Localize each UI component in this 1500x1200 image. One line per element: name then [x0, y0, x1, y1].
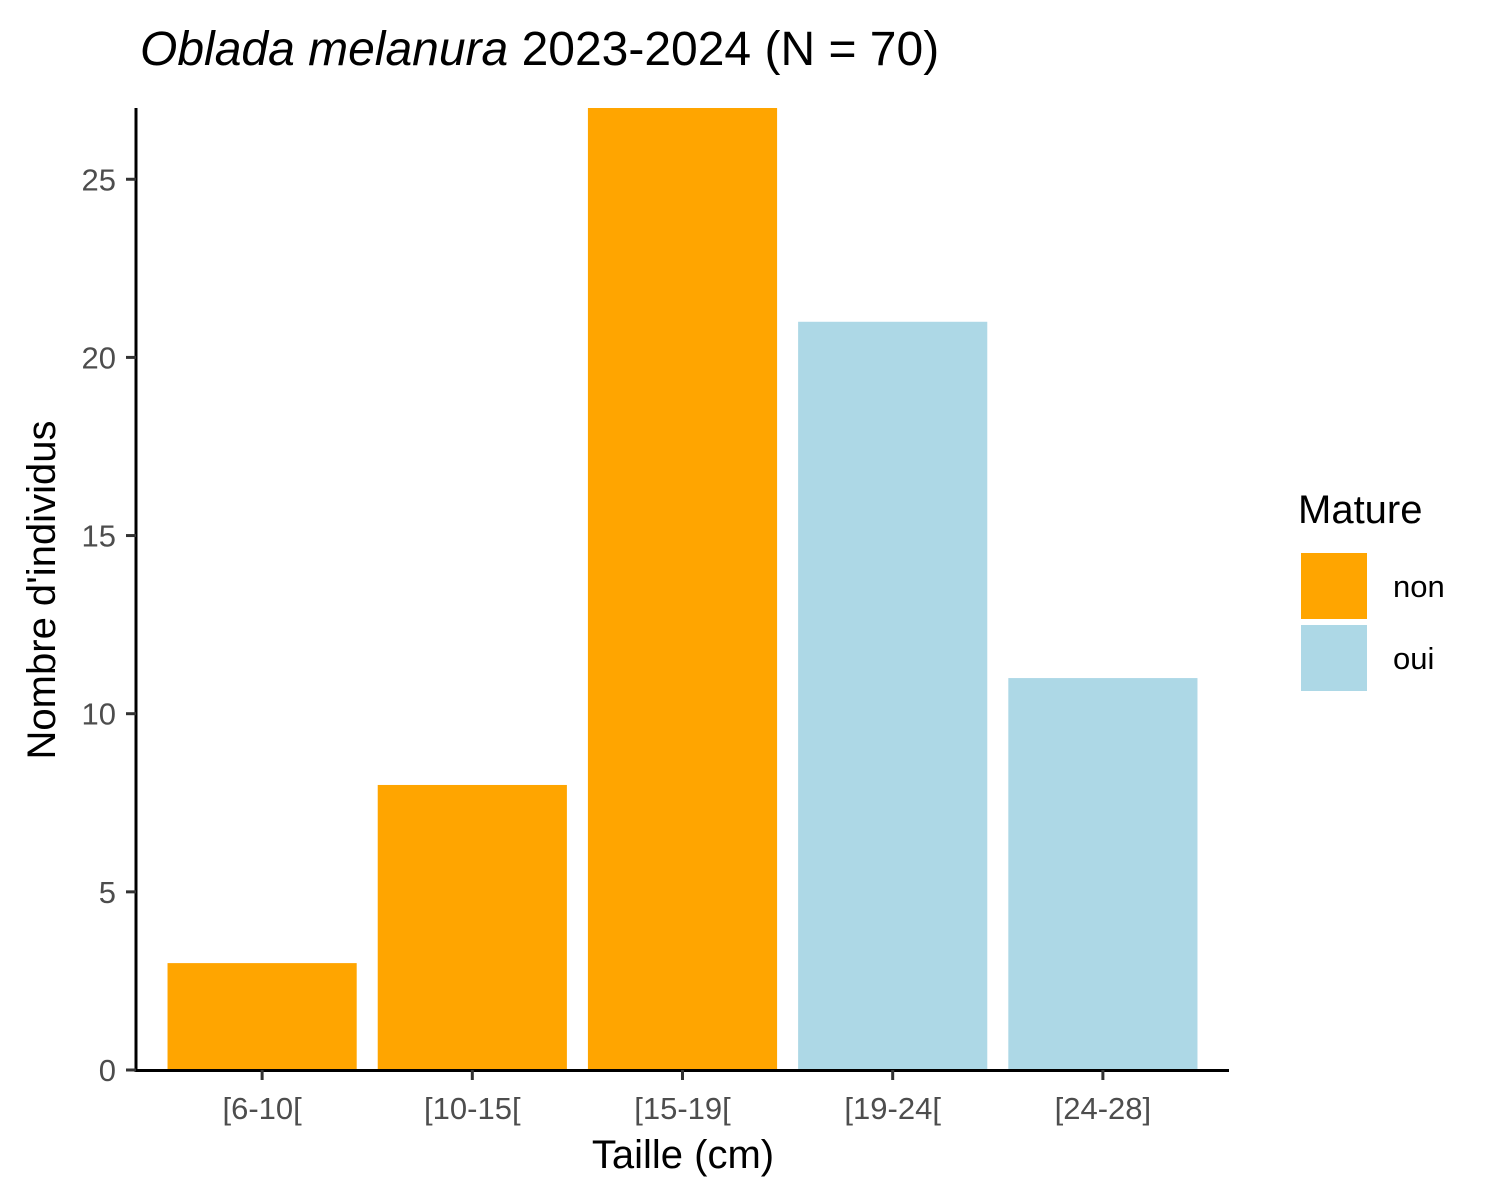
chart-title-period: 2023-2024 (N = 70): [508, 23, 939, 76]
y-ticks: 0 5 10 15 20 25: [82, 162, 136, 1088]
x-tick-label: [10-15[: [424, 1091, 521, 1126]
legend-key-non: [1301, 553, 1367, 619]
x-ticks: [6-10[ [10-15[ [15-19[ [19-24[ [24-28]: [222, 1070, 1151, 1126]
y-tick-label: 15: [82, 519, 116, 554]
bars: [167, 108, 1198, 1070]
chart-title-species: Oblada melanura: [140, 23, 508, 76]
x-axis-title: Taille (cm): [592, 1133, 774, 1177]
bar-1: [167, 963, 357, 1070]
y-tick-label: 0: [99, 1053, 116, 1088]
y-tick-label: 10: [82, 697, 116, 732]
legend-key-oui: [1301, 625, 1367, 691]
x-tick-label: [15-19[: [634, 1091, 731, 1126]
x-tick-label: [19-24[: [844, 1091, 941, 1126]
y-tick-label: 5: [99, 875, 116, 910]
legend-label-non: non: [1393, 569, 1445, 604]
bar-5: [1008, 678, 1198, 1070]
legend-label-oui: oui: [1393, 641, 1434, 676]
x-tick-label: [24-28]: [1055, 1091, 1152, 1126]
x-tick-label: [6-10[: [222, 1091, 302, 1126]
legend-entries: non oui: [1301, 553, 1445, 691]
chart-title: Oblada melanura 2023-2024 (N = 70): [140, 23, 939, 76]
bar-4: [798, 321, 988, 1070]
y-tick-label: 20: [82, 340, 116, 375]
bar-3: [587, 108, 778, 1070]
y-tick-label: 25: [82, 162, 116, 197]
bar-2: [377, 784, 567, 1070]
y-axis-title: Nombre d'individus: [20, 421, 64, 760]
legend-title: Mature: [1298, 488, 1423, 532]
legend: Mature non oui: [1298, 488, 1445, 691]
